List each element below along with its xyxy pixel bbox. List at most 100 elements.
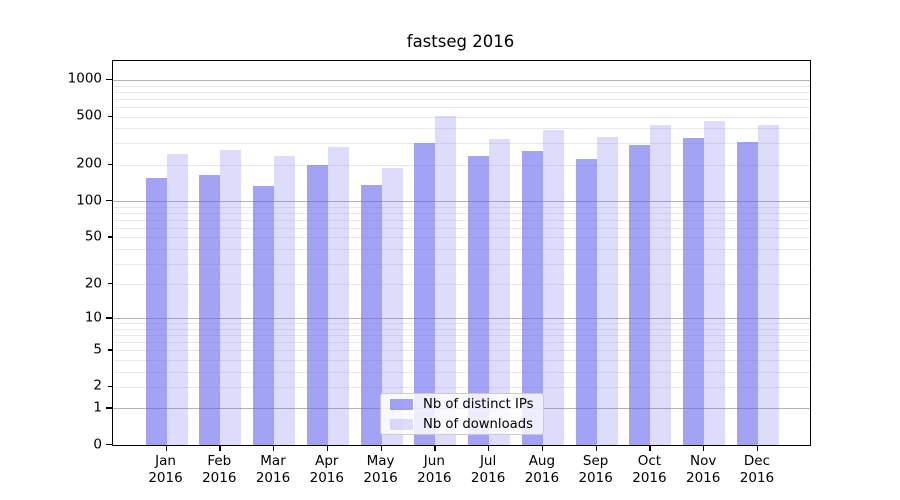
x-tick-mark bbox=[273, 445, 275, 451]
gridline-minor bbox=[113, 342, 810, 344]
bar-distinct-ips bbox=[629, 145, 651, 445]
y-tick-label: 500 bbox=[76, 107, 102, 124]
gridline-minor bbox=[113, 284, 810, 286]
gridline-minor bbox=[113, 323, 810, 325]
legend-swatch-downloads bbox=[390, 418, 413, 430]
y-tick-label: 50 bbox=[84, 228, 102, 245]
y-tick-mark bbox=[107, 349, 112, 351]
y-tick-label: 1 bbox=[93, 399, 102, 416]
gridline-minor bbox=[113, 91, 810, 93]
gridline-minor bbox=[113, 237, 810, 239]
x-tick-label: Nov 2016 bbox=[686, 453, 721, 486]
plot-area: Nb of distinct IPs Nb of downloads bbox=[112, 60, 811, 446]
x-tick-mark bbox=[595, 445, 597, 451]
x-tick-mark bbox=[649, 445, 651, 451]
bar-downloads bbox=[596, 136, 618, 445]
gridline-minor bbox=[113, 371, 810, 373]
bar-distinct-ips bbox=[199, 174, 221, 445]
bar-distinct-ips bbox=[360, 185, 382, 445]
bar-distinct-ips bbox=[306, 164, 328, 445]
x-tick-label: Mar 2016 bbox=[255, 453, 291, 486]
gridline-major bbox=[113, 79, 810, 81]
bar-distinct-ips bbox=[575, 158, 597, 445]
gridline-minor bbox=[113, 335, 810, 337]
legend-swatch-distinct-ips bbox=[390, 398, 413, 410]
gridline-minor bbox=[113, 219, 810, 221]
bar-downloads bbox=[704, 120, 726, 445]
x-tick-label: Sep 2016 bbox=[578, 453, 613, 486]
y-tick-mark bbox=[107, 163, 112, 166]
x-tick-mark bbox=[326, 445, 329, 451]
bar-downloads bbox=[542, 130, 564, 445]
gridline-minor bbox=[113, 248, 810, 250]
gridline-minor bbox=[113, 227, 810, 229]
gridline-minor bbox=[113, 143, 810, 145]
gridline-minor bbox=[113, 98, 810, 100]
bar-downloads bbox=[220, 150, 242, 445]
x-tick-label: Jun 2016 bbox=[417, 453, 452, 486]
x-tick-label: Oct 2016 bbox=[632, 453, 667, 486]
bar-distinct-ips bbox=[736, 141, 758, 445]
legend-item-downloads: Nb of downloads bbox=[381, 414, 543, 434]
gridline-minor bbox=[113, 350, 810, 352]
bar-distinct-ips bbox=[521, 151, 543, 445]
bar-distinct-ips bbox=[468, 156, 490, 445]
x-tick-label: Jul 2016 bbox=[470, 453, 506, 486]
x-tick-mark bbox=[380, 445, 382, 451]
x-tick-mark bbox=[434, 445, 436, 451]
y-tick-mark bbox=[106, 200, 112, 202]
bar-distinct-ips bbox=[414, 142, 436, 445]
y-tick-mark bbox=[107, 385, 112, 388]
bar-downloads bbox=[274, 155, 296, 445]
y-tick-label: 100 bbox=[76, 191, 102, 208]
legend: Nb of distinct IPs Nb of downloads bbox=[380, 393, 544, 435]
x-tick-mark bbox=[488, 445, 490, 451]
y-tick-mark bbox=[107, 283, 112, 285]
y-tick-label: 0 bbox=[93, 435, 102, 452]
gridline-minor bbox=[113, 206, 810, 208]
bar-downloads bbox=[327, 147, 349, 445]
gridline-minor bbox=[113, 263, 810, 265]
x-tick-label: Feb 2016 bbox=[202, 453, 237, 486]
bar-downloads bbox=[166, 154, 188, 445]
x-tick-mark bbox=[703, 445, 705, 451]
x-tick-mark bbox=[165, 445, 167, 451]
bar-distinct-ips bbox=[145, 178, 167, 445]
y-tick-mark bbox=[106, 317, 112, 319]
legend-item-distinct-ips: Nb of distinct IPs bbox=[381, 394, 543, 414]
gridline-minor bbox=[113, 328, 810, 330]
y-tick-label: 20 bbox=[84, 274, 102, 291]
y-tick-label: 5 bbox=[93, 341, 102, 358]
y-tick-mark bbox=[107, 115, 112, 117]
y-tick-label: 2 bbox=[93, 377, 102, 394]
gridline-minor bbox=[113, 116, 810, 118]
x-tick-label: Aug 2016 bbox=[524, 453, 560, 486]
y-tick-label: 200 bbox=[76, 155, 102, 172]
gridline-minor bbox=[113, 164, 810, 166]
y-tick-mark bbox=[106, 78, 112, 81]
x-tick-label: Dec 2016 bbox=[739, 453, 775, 486]
x-tick-label: May 2016 bbox=[363, 453, 398, 486]
x-tick-label: Jan 2016 bbox=[148, 453, 183, 486]
y-tick-mark bbox=[106, 444, 112, 446]
bar-downloads bbox=[435, 116, 457, 445]
gridline-minor bbox=[113, 359, 810, 361]
gridline-major bbox=[113, 318, 810, 320]
bar-downloads bbox=[381, 168, 403, 445]
legend-label: Nb of downloads bbox=[423, 416, 533, 432]
y-tick-label: 10 bbox=[84, 309, 102, 326]
gridline-minor bbox=[113, 128, 810, 130]
bar-distinct-ips bbox=[253, 185, 275, 445]
bar-downloads bbox=[489, 139, 511, 445]
bar-downloads bbox=[757, 125, 779, 445]
y-tick-label: 1000 bbox=[67, 70, 102, 87]
gridline-minor bbox=[113, 85, 810, 87]
gridline-minor bbox=[113, 212, 810, 214]
bar-downloads bbox=[650, 124, 672, 445]
y-tick-mark bbox=[107, 236, 112, 238]
gridline-minor bbox=[113, 106, 810, 108]
x-tick-mark bbox=[219, 445, 221, 451]
gridline-major bbox=[113, 201, 810, 203]
gridline-minor bbox=[113, 386, 810, 388]
